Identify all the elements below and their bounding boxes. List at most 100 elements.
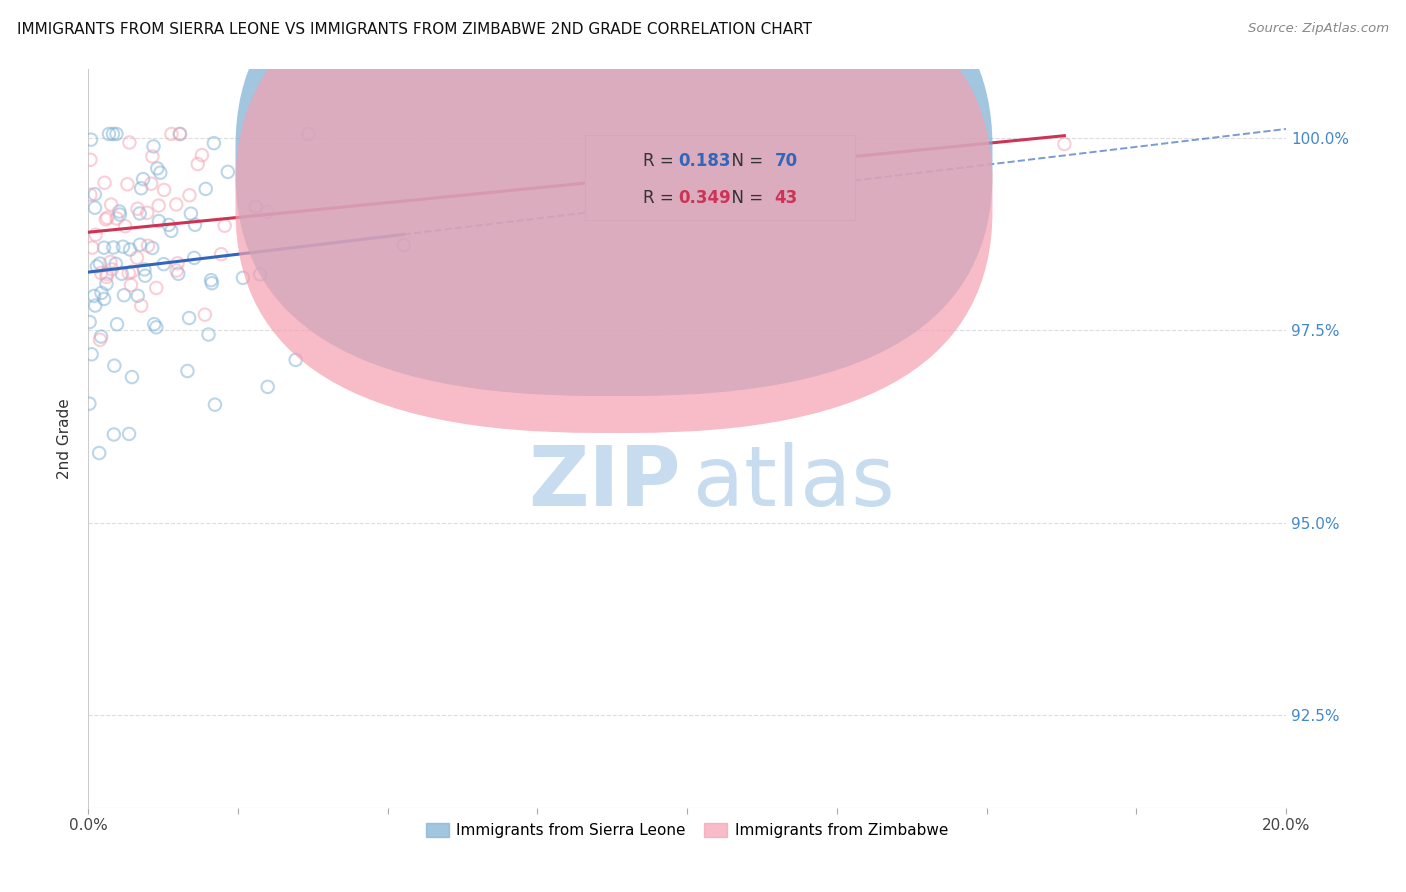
Y-axis label: 2nd Grade: 2nd Grade — [58, 398, 72, 478]
Point — [105, 127, 128, 141]
Point — [80, 133, 103, 147]
Point — [284, 352, 307, 367]
Point — [108, 208, 131, 222]
Point — [83, 187, 105, 202]
Point — [141, 241, 163, 255]
Point — [187, 157, 209, 171]
Point — [200, 273, 222, 287]
Text: R =: R = — [643, 152, 679, 169]
Point — [169, 127, 191, 141]
Point — [128, 206, 150, 220]
Point — [245, 200, 267, 214]
Text: IMMIGRANTS FROM SIERRA LEONE VS IMMIGRANTS FROM ZIMBABWE 2ND GRADE CORRELATION C: IMMIGRANTS FROM SIERRA LEONE VS IMMIGRAN… — [17, 22, 811, 37]
Point — [141, 177, 163, 191]
Point — [89, 446, 111, 460]
FancyBboxPatch shape — [235, 0, 993, 396]
Point — [83, 289, 105, 303]
Text: 43: 43 — [775, 189, 797, 207]
Point — [167, 267, 190, 281]
Point — [232, 270, 254, 285]
Point — [146, 161, 169, 176]
Point — [129, 299, 152, 313]
Point — [90, 329, 112, 343]
Point — [180, 206, 202, 220]
Point — [96, 277, 118, 291]
Point — [121, 370, 143, 384]
Point — [114, 219, 136, 234]
Point — [145, 281, 167, 295]
Point — [256, 380, 278, 394]
Point — [1053, 136, 1076, 151]
FancyBboxPatch shape — [585, 135, 855, 220]
Text: N =: N = — [721, 152, 768, 169]
Point — [136, 239, 159, 253]
Point — [145, 320, 167, 334]
Point — [176, 364, 198, 378]
Point — [84, 201, 107, 215]
Point — [86, 260, 108, 274]
Point — [141, 149, 163, 163]
Point — [111, 267, 134, 281]
Point — [179, 188, 201, 202]
Point — [93, 176, 115, 190]
Point — [105, 317, 128, 331]
Point — [128, 237, 150, 252]
Point — [127, 289, 149, 303]
Point — [160, 127, 183, 141]
Text: atlas: atlas — [693, 442, 894, 523]
Point — [100, 197, 122, 211]
Point — [93, 241, 115, 255]
Text: Source: ZipAtlas.com: Source: ZipAtlas.com — [1249, 22, 1389, 36]
Point — [94, 212, 117, 227]
Point — [149, 166, 172, 180]
Point — [166, 256, 188, 270]
Point — [134, 268, 156, 283]
Point — [143, 317, 166, 331]
Point — [202, 136, 225, 150]
Point — [84, 227, 107, 242]
Point — [169, 127, 191, 141]
Text: 0.183: 0.183 — [679, 152, 731, 169]
Point — [194, 182, 217, 196]
Point — [120, 277, 142, 292]
Point — [103, 359, 125, 373]
Point — [101, 262, 124, 277]
Point — [103, 240, 125, 254]
Point — [117, 178, 139, 192]
Legend: Immigrants from Sierra Leone, Immigrants from Zimbabwe: Immigrants from Sierra Leone, Immigrants… — [420, 817, 955, 845]
Point — [209, 247, 232, 261]
FancyBboxPatch shape — [235, 0, 993, 433]
Point — [392, 238, 415, 252]
Point — [82, 241, 104, 255]
Point — [97, 127, 120, 141]
Point — [184, 218, 207, 232]
Text: ZIP: ZIP — [529, 442, 681, 523]
Point — [249, 268, 271, 282]
Point — [142, 139, 165, 153]
Point — [112, 288, 135, 302]
Point — [89, 256, 111, 270]
Point — [105, 211, 128, 226]
Point — [148, 199, 170, 213]
Text: N =: N = — [721, 189, 768, 207]
Point — [79, 397, 101, 411]
Text: 70: 70 — [775, 152, 797, 169]
Point — [157, 218, 180, 232]
Point — [201, 276, 224, 290]
Point — [136, 206, 159, 220]
Point — [103, 427, 125, 442]
Text: R =: R = — [643, 189, 679, 207]
Point — [217, 165, 239, 179]
Point — [96, 269, 118, 284]
Point — [111, 240, 134, 254]
Point — [214, 219, 236, 233]
Point — [90, 266, 112, 280]
Point — [101, 127, 124, 141]
Point — [79, 315, 101, 329]
Point — [194, 308, 217, 322]
Point — [148, 214, 170, 228]
Point — [80, 347, 103, 361]
Point — [183, 251, 205, 265]
Point — [96, 211, 118, 225]
Point — [108, 204, 131, 219]
